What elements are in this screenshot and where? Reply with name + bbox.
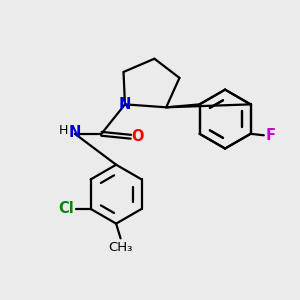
Text: H: H — [59, 124, 68, 137]
Text: Cl: Cl — [58, 201, 74, 216]
Text: CH₃: CH₃ — [108, 241, 133, 254]
Text: F: F — [265, 128, 275, 143]
Text: O: O — [131, 129, 144, 144]
Text: N: N — [69, 125, 81, 140]
Text: N: N — [119, 97, 131, 112]
